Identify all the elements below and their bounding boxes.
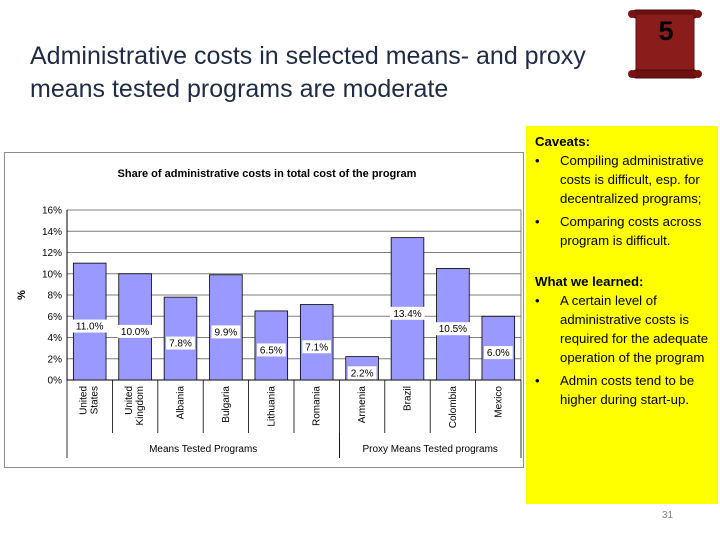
data-label: 2.2%	[351, 368, 374, 379]
group-label: Proxy Means Tested programs	[362, 444, 497, 455]
x-tick-label: Bulgaria	[221, 386, 232, 423]
data-label-background	[390, 306, 425, 320]
y-tick-label: 14%	[42, 227, 62, 238]
y-tick-label: 12%	[42, 248, 62, 259]
bar-chart: Share of administrative costs in total c…	[16, 168, 522, 458]
x-tick-label: Romania	[312, 386, 323, 426]
y-tick-label: 16%	[42, 206, 62, 217]
learned-item: A certain level of administrative costs …	[535, 291, 710, 367]
x-tick-label: Albania	[176, 386, 187, 420]
y-tick-label: 6%	[48, 312, 63, 323]
slide-badge-number: 5	[658, 16, 674, 46]
y-tick-label: 2%	[48, 354, 63, 365]
group-label: Means Tested Programs	[149, 444, 257, 455]
data-label-background	[117, 324, 153, 338]
x-tick-label: Mexico	[493, 386, 504, 418]
y-tick-label: 8%	[48, 291, 63, 302]
x-tick-label: Colombia	[448, 386, 459, 429]
learned-item: Admin costs tend to be higher during sta…	[535, 371, 710, 409]
data-label: 7.1%	[305, 342, 328, 353]
scroll-icon	[628, 9, 702, 79]
learned-list: A certain level of administrative costs …	[535, 291, 710, 409]
data-label-background	[166, 336, 195, 350]
x-tick-label: Brazil	[403, 386, 414, 411]
y-axis-label: %	[16, 290, 28, 300]
data-label: 13.4%	[393, 309, 421, 320]
data-label: 7.8%	[169, 339, 192, 350]
y-tick-label: 10%	[42, 269, 62, 280]
data-label: 6.0%	[487, 348, 510, 359]
x-tick-label: UnitedKingdom	[124, 386, 146, 425]
y-tick-label: 4%	[48, 333, 63, 344]
y-tick-label: 0%	[48, 376, 63, 387]
caveats-panel: Caveats: Compiling administrative costs …	[526, 126, 718, 504]
x-tick-label: Armenia	[357, 386, 368, 424]
slide-title: Administrative costs in selected means- …	[30, 42, 586, 103]
data-label: 10.0%	[121, 327, 149, 338]
data-label-background	[211, 325, 241, 339]
learned-heading: What we learned:	[535, 274, 644, 289]
caveats-list: Compiling administrative costs is diffic…	[535, 151, 710, 250]
caveat-item: Comparing costs across program is diffic…	[535, 212, 710, 250]
data-label-background	[347, 366, 377, 380]
x-tick-label: Lithuania	[266, 386, 277, 427]
data-label: 10.5%	[439, 324, 467, 335]
data-label-background	[483, 346, 513, 360]
chart-container: Share of administrative costs in total c…	[4, 152, 524, 468]
data-label: 11.0%	[76, 322, 104, 333]
data-label-background	[256, 343, 286, 357]
data-label-background	[435, 322, 471, 336]
x-tick-label: UnitedStates	[79, 386, 101, 415]
caveat-item: Compiling administrative costs is diffic…	[535, 151, 710, 208]
page-number: 31	[662, 510, 674, 521]
caveats-heading: Caveats:	[535, 134, 590, 149]
data-label: 6.5%	[260, 345, 283, 356]
data-label: 9.9%	[215, 327, 238, 338]
chart-title: Share of administrative costs in total c…	[118, 168, 417, 180]
data-label-background	[302, 340, 332, 354]
data-label-background	[72, 319, 108, 333]
